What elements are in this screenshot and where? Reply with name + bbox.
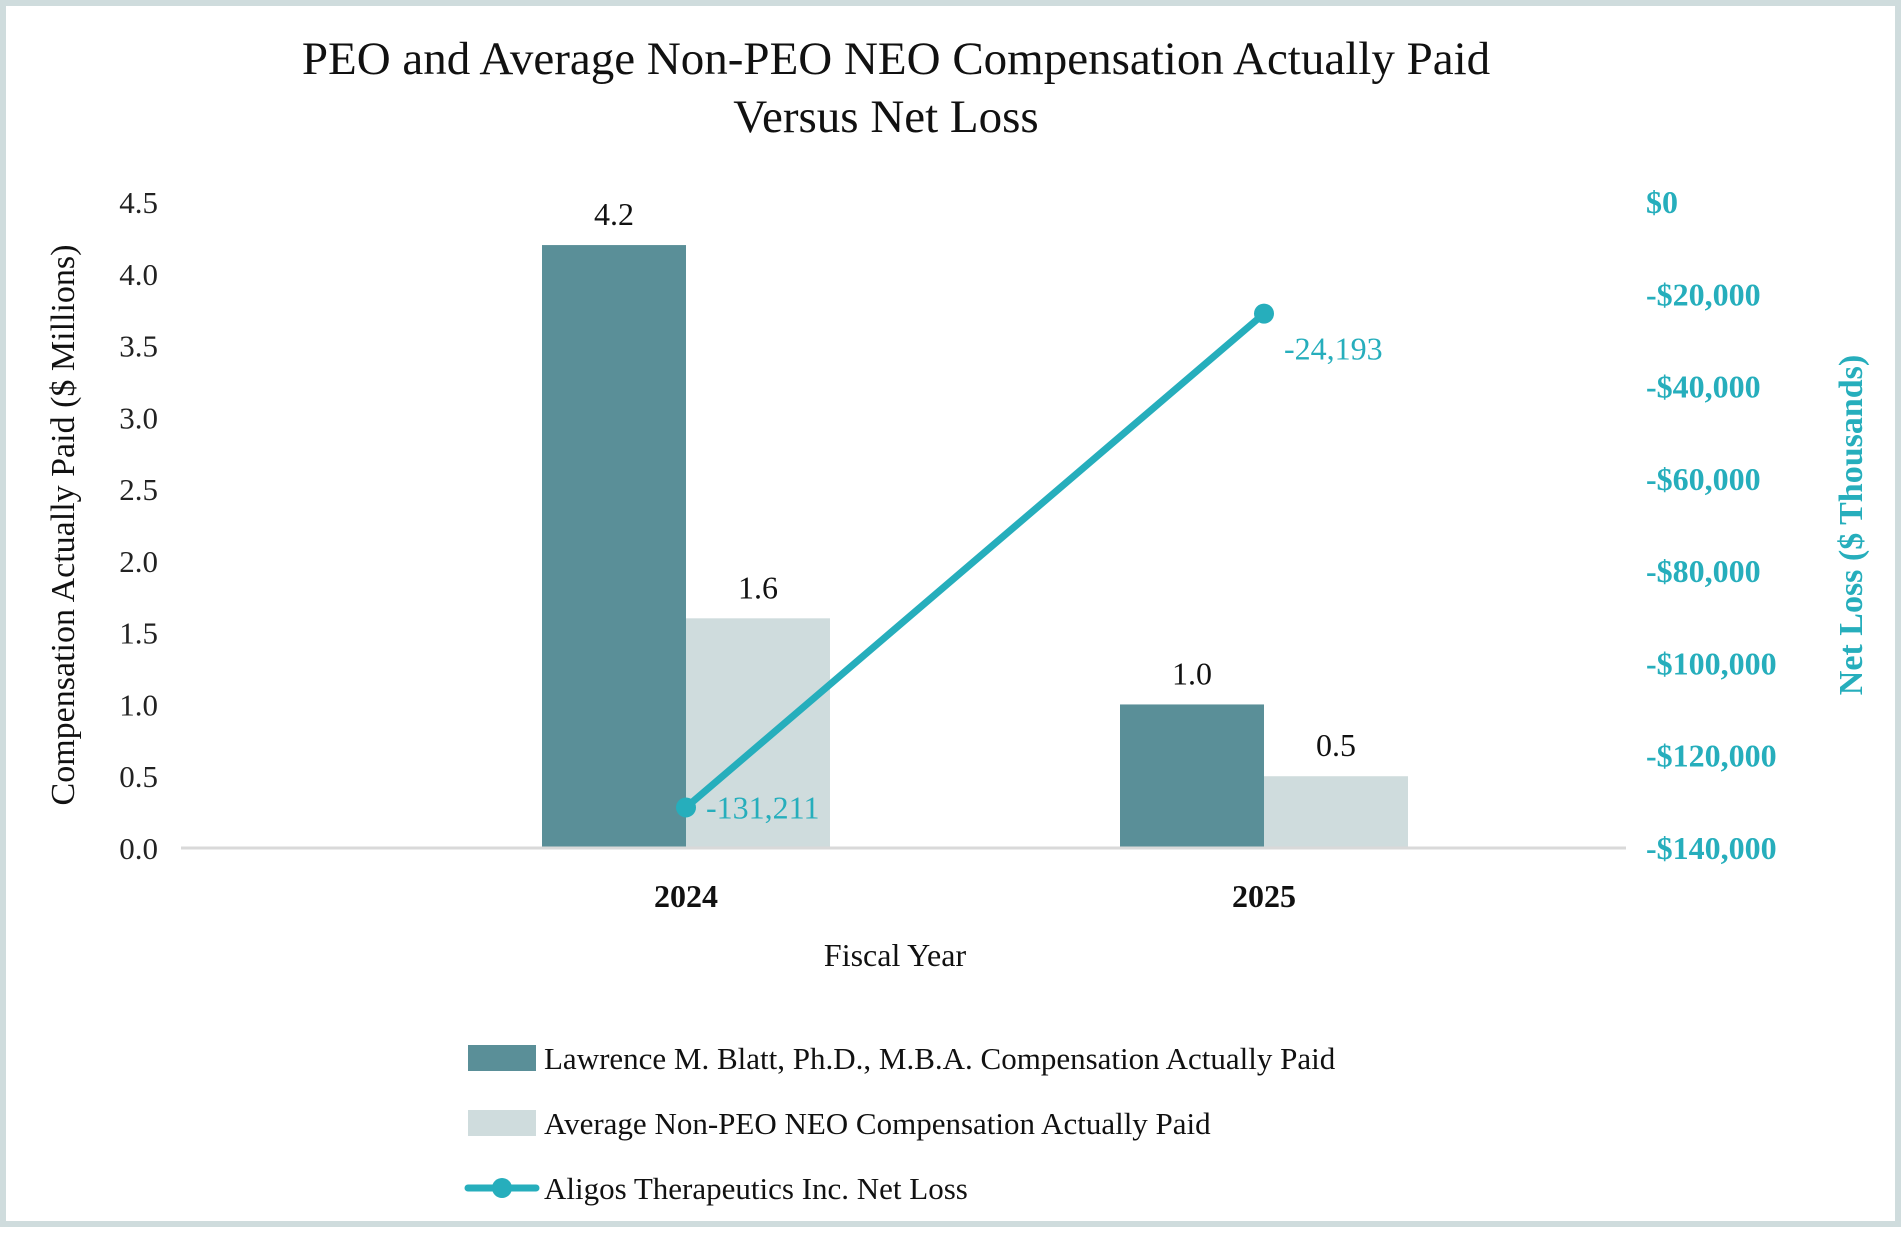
y-right-tick-label: -$20,000	[1646, 276, 1761, 312]
non-peo-neo-bar-data-label: 0.5	[1316, 727, 1356, 763]
peo-bar	[542, 245, 686, 849]
peo-bar	[1120, 704, 1264, 848]
legend: Lawrence M. Blatt, Ph.D., M.B.A. Compens…	[464, 1041, 1336, 1206]
y-axis-title-right: Net Loss ($ Thousands)	[1833, 355, 1870, 695]
chart-title-line2: Versus Net Loss	[733, 91, 1038, 143]
y-left-tick-label: 2.0	[119, 544, 158, 579]
y-left-tick-label: 3.5	[119, 329, 158, 364]
legend-entry-label: Aligos Therapeutics Inc. Net Loss	[544, 1171, 968, 1206]
y-right-tick-label: -$140,000	[1646, 830, 1777, 866]
y-left-tick-label: 0.0	[119, 831, 158, 866]
y-left-tick-label: 1.5	[119, 616, 158, 651]
y-left-tick-label: 0.5	[119, 759, 158, 794]
y-right-tick-label: $0	[1646, 184, 1678, 220]
y-right-tick-label: -$80,000	[1646, 553, 1761, 589]
y-left-tick-label: 4.5	[119, 185, 158, 220]
peo-bar-data-label: 4.2	[594, 196, 634, 232]
y-right-tick-label: -$120,000	[1646, 738, 1777, 774]
non-peo-neo-bar	[1264, 776, 1408, 848]
y-left-tick-label: 4.0	[119, 257, 158, 292]
x-category-label: 2025	[1232, 878, 1296, 914]
peo-bar-data-label: 1.0	[1172, 655, 1212, 691]
bar-series-group: 4.2 1.0 1.6 0.5	[542, 196, 1408, 849]
chart-canvas: PEO and Average Non-PEO NEO Compensation…	[45, 33, 1870, 1206]
y-axis-right-ticks: $0 -$20,000 -$40,000 -$60,000 -$80,000 -$100,…	[1646, 184, 1777, 866]
x-category-label: 2024	[654, 878, 718, 914]
net-loss-point	[1254, 303, 1274, 324]
legend-swatch-non-peo-neo-bar	[468, 1110, 536, 1136]
legend-entry-label: Lawrence M. Blatt, Ph.D., M.B.A. Compens…	[544, 1041, 1336, 1076]
net-loss-line	[682, 310, 1268, 811]
y-left-tick-label: 2.5	[119, 472, 158, 507]
x-axis-title: Fiscal Year	[824, 937, 967, 973]
line-series-group: -131,211 -24,193	[676, 303, 1383, 825]
chart-title-line1: PEO and Average Non-PEO NEO Compensation…	[302, 33, 1490, 85]
y-left-tick-label: 3.0	[119, 400, 158, 435]
net-loss-data-label: -131,211	[706, 789, 819, 825]
y-axis-title-left: Compensation Actually Paid ($ Millions)	[45, 245, 82, 806]
y-right-tick-label: -$60,000	[1646, 461, 1761, 497]
non-peo-neo-bar-data-label: 1.6	[738, 569, 778, 605]
legend-swatch-net-loss-marker	[492, 1178, 512, 1198]
y-right-tick-label: -$100,000	[1646, 645, 1777, 681]
y-left-tick-label: 1.0	[119, 687, 158, 722]
net-loss-data-label: -24,193	[1284, 331, 1383, 367]
non-peo-neo-bar	[686, 618, 830, 848]
x-axis-category-labels: 2024 2025	[654, 878, 1296, 914]
y-right-tick-label: -$40,000	[1646, 369, 1761, 405]
net-loss-point	[676, 797, 696, 818]
legend-swatch-peo-bar	[468, 1045, 536, 1071]
legend-entry-label: Average Non-PEO NEO Compensation Actuall…	[544, 1106, 1211, 1141]
y-axis-left-ticks: 0.0 0.5 1.0 1.5 2.0 2.5 3.0 3.5 4.0 4.5	[119, 185, 158, 866]
